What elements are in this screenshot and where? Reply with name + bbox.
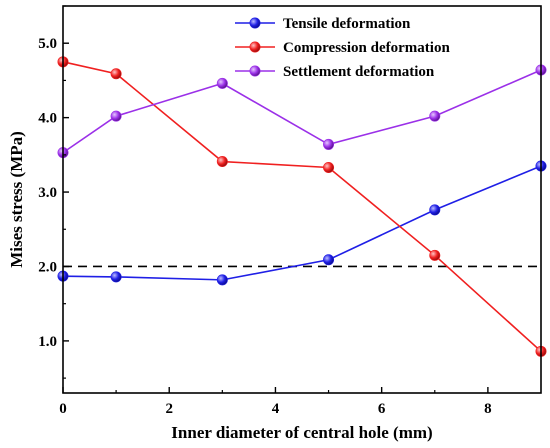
data-point <box>323 254 335 266</box>
y-tick-label: 4.0 <box>38 111 57 127</box>
series-layer <box>57 56 547 357</box>
legend-label-2: Settlement deformation <box>283 64 435 80</box>
data-point <box>110 271 122 283</box>
x-tick-label: 4 <box>272 401 280 417</box>
data-point <box>323 161 335 173</box>
legend-marker-2 <box>249 65 261 77</box>
legend: Tensile deformation Compression deformati… <box>235 16 450 80</box>
data-point <box>429 204 441 216</box>
x-axis-title: Inner diameter of central hole (mm) <box>171 423 432 442</box>
data-point <box>429 110 441 122</box>
x-tick-label: 8 <box>484 401 492 417</box>
data-point <box>216 274 228 286</box>
x-tick-label: 0 <box>59 401 67 417</box>
legend-marker-1 <box>249 41 261 53</box>
y-axis-title: Mises stress (MPa) <box>7 131 26 268</box>
plot-frame <box>62 5 542 394</box>
data-point <box>110 68 122 80</box>
legend-label-0: Tensile deformation <box>283 16 411 32</box>
legend-marker-0 <box>249 17 261 29</box>
data-point <box>216 77 228 89</box>
y-tick-label: 1.0 <box>38 334 57 350</box>
series-line-2 <box>62 69 542 154</box>
data-point <box>110 110 122 122</box>
data-point <box>323 138 335 150</box>
y-tick-label: 5.0 <box>38 36 57 52</box>
data-point <box>216 156 228 168</box>
x-axis-ticks: 0 2 4 6 8 <box>59 387 492 417</box>
data-point <box>429 249 441 261</box>
x-tick-label: 6 <box>378 401 386 417</box>
x-tick-label: 2 <box>165 401 173 417</box>
legend-label-1: Compression deformation <box>283 40 450 56</box>
y-tick-label: 2.0 <box>38 259 57 275</box>
series-line-1 <box>62 61 542 352</box>
series-line-0 <box>62 165 542 281</box>
y-axis-ticks: 1.0 2.0 3.0 4.0 5.0 <box>38 5 69 379</box>
y-tick-label: 3.0 <box>38 185 57 201</box>
